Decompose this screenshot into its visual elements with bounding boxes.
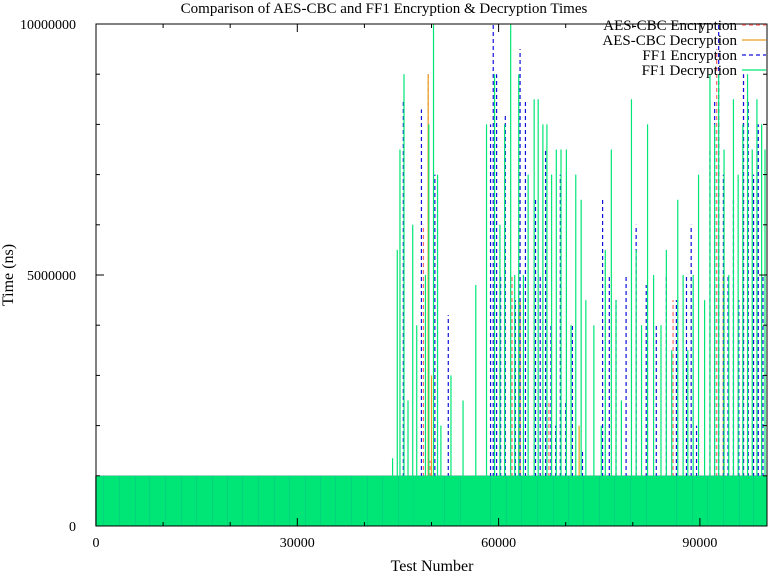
y-tick-label: 0 — [69, 520, 76, 535]
x-tick-label: 30000 — [280, 536, 315, 551]
legend-label: AES-CBC Encryption — [603, 18, 737, 34]
y-tick-label: 5000000 — [27, 269, 76, 284]
y-tick-label: 10000000 — [20, 18, 76, 33]
legend-label: FF1 Encryption — [642, 48, 737, 64]
chart-title: Comparison of AES-CBC and FF1 Encryption… — [181, 1, 588, 17]
x-tick-label: 0 — [93, 536, 100, 551]
x-tick-label: 60000 — [481, 536, 516, 551]
series-3 — [95, 24, 767, 526]
axes: 0 30000 60000 90000 0 5000000 10000000 — [20, 18, 768, 551]
legend-label: AES-CBC Decryption — [602, 33, 737, 49]
x-tick-label: 90000 — [682, 536, 717, 551]
legend-label: FF1 Decryption — [642, 63, 738, 79]
x-axis-label: Test Number — [391, 558, 475, 575]
plot-area — [95, 24, 767, 526]
y-axis-label: Time (ns) — [0, 244, 17, 306]
